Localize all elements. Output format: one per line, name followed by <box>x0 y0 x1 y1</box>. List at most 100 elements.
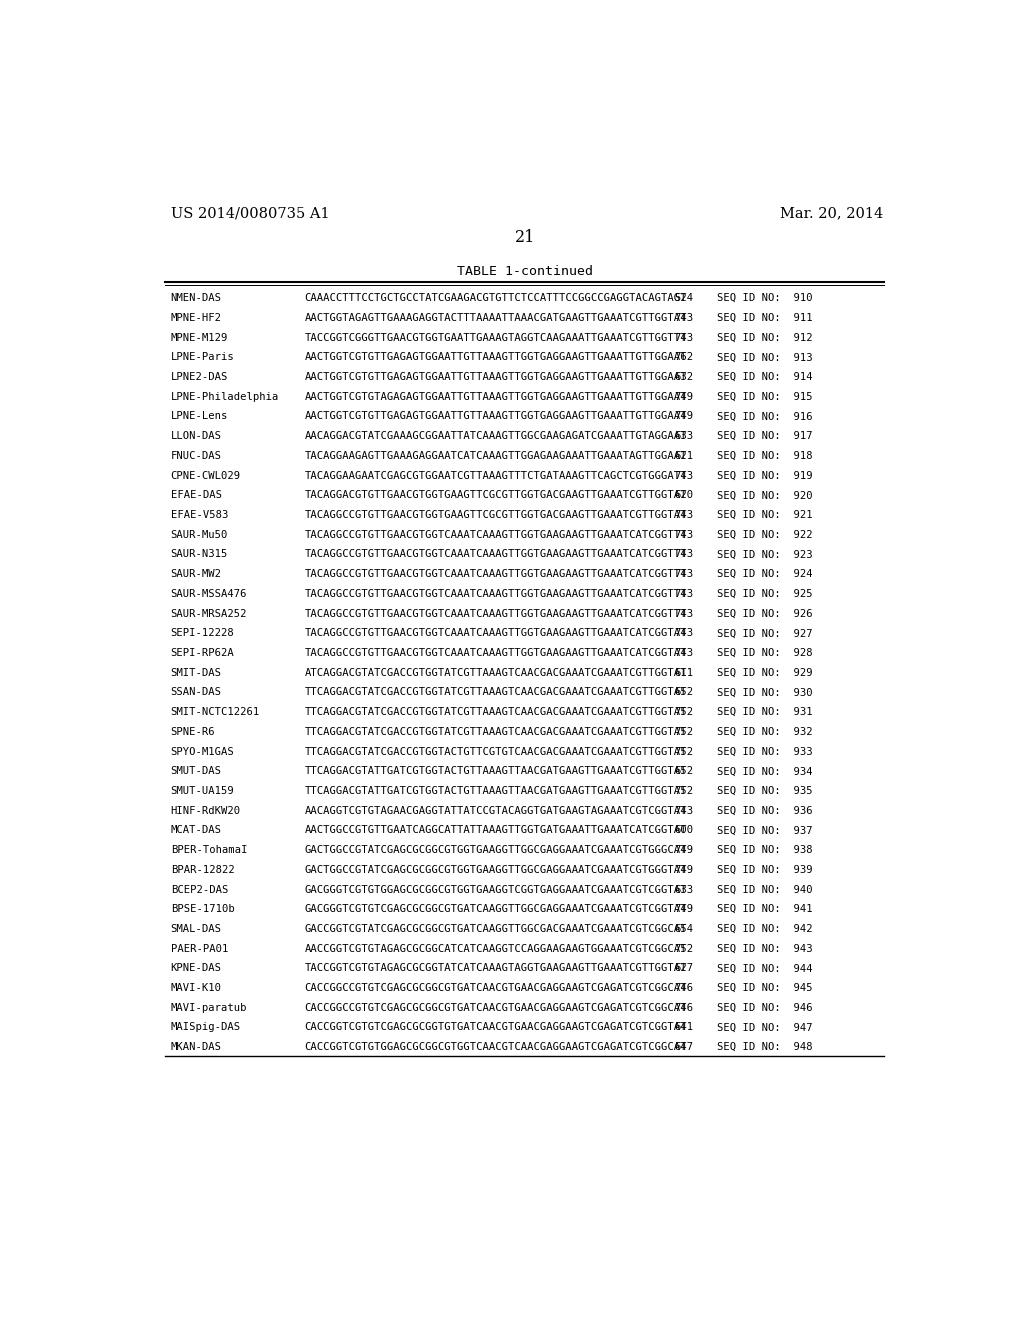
Text: TACAGGACGTGTTGAACGTGGTGAAGTTCGCGTTGGTGACGAAGTTGAAATCGTTGGTAT: TACAGGACGTGTTGAACGTGGTGAAGTTCGCGTTGGTGAC… <box>305 490 687 500</box>
Text: SEQ ID NO:  917: SEQ ID NO: 917 <box>717 432 813 441</box>
Text: 743: 743 <box>675 529 693 540</box>
Text: 743: 743 <box>675 609 693 619</box>
Text: TTCAGGACGTATCGACCGTGGTATCGTTAAAGTCAACGACGAAATCGAAATCGTTGGTAT: TTCAGGACGTATCGACCGTGGTATCGTTAAAGTCAACGAC… <box>305 708 687 717</box>
Text: TTCAGGACGTATCGACCGTGGTATCGTTAAAGTCAACGACGAAATCGAAATCGTTGGTAT: TTCAGGACGTATCGACCGTGGTATCGTTAAAGTCAACGAC… <box>305 688 687 697</box>
Text: 752: 752 <box>675 727 693 737</box>
Text: 654: 654 <box>675 924 693 935</box>
Text: TACAGGCCGTGTTGAACGTGGTCAAATCAAAGTTGGTGAAGAAGTTGAAATCATCGGTTT: TACAGGCCGTGTTGAACGTGGTCAAATCAAAGTTGGTGAA… <box>305 549 687 560</box>
Text: TACAGGCCGTGTTGAACGTGGTCAAATCAAAGTTGGTGAAGAAGTTGAAATCATCGGTTT: TACAGGCCGTGTTGAACGTGGTCAAATCAAAGTTGGTGAA… <box>305 609 687 619</box>
Text: SEQ ID NO:  918: SEQ ID NO: 918 <box>717 451 813 461</box>
Text: TACAGGCCGTGTTGAACGTGGTCAAATCAAAGTTGGTGAAGAAGTTGAAATCATCGGTAT: TACAGGCCGTGTTGAACGTGGTCAAATCAAAGTTGGTGAA… <box>305 648 687 657</box>
Text: SEQ ID NO:  947: SEQ ID NO: 947 <box>717 1023 813 1032</box>
Text: 743: 743 <box>675 333 693 343</box>
Text: TTCAGGACGTATCGACCGTGGTACTGTTCGTGTCAACGACGAAATCGAAATCGTTGGTAT: TTCAGGACGTATCGACCGTGGTACTGTTCGTGTCAACGAC… <box>305 747 687 756</box>
Text: SEQ ID NO:  919: SEQ ID NO: 919 <box>717 470 813 480</box>
Text: MAISpig-DAS: MAISpig-DAS <box>171 1023 241 1032</box>
Text: 600: 600 <box>675 825 693 836</box>
Text: SEQ ID NO:  945: SEQ ID NO: 945 <box>717 983 813 993</box>
Text: SPYO-M1GAS: SPYO-M1GAS <box>171 747 234 756</box>
Text: SEQ ID NO:  925: SEQ ID NO: 925 <box>717 589 813 599</box>
Text: SAUR-MW2: SAUR-MW2 <box>171 569 221 579</box>
Text: HINF-RdKW20: HINF-RdKW20 <box>171 805 241 816</box>
Text: CPNE-CWL029: CPNE-CWL029 <box>171 470 241 480</box>
Text: 762: 762 <box>675 352 693 362</box>
Text: SMIT-NCTC12261: SMIT-NCTC12261 <box>171 708 260 717</box>
Text: 524: 524 <box>675 293 693 304</box>
Text: 743: 743 <box>675 569 693 579</box>
Text: MAVI-paratub: MAVI-paratub <box>171 1003 247 1012</box>
Text: AACTGGTCGTGTTGAGAGTGGAATTGTTAAAGTTGGTGAGGAAGTTGAAATTGTTGGAAT: AACTGGTCGTGTTGAGAGTGGAATTGTTAAAGTTGGTGAG… <box>305 372 687 381</box>
Text: SEQ ID NO:  928: SEQ ID NO: 928 <box>717 648 813 657</box>
Text: BPSE-1710b: BPSE-1710b <box>171 904 234 915</box>
Text: LPNE2-DAS: LPNE2-DAS <box>171 372 228 381</box>
Text: SMUT-DAS: SMUT-DAS <box>171 766 221 776</box>
Text: SMUT-UA159: SMUT-UA159 <box>171 785 234 796</box>
Text: 749: 749 <box>675 392 693 401</box>
Text: TTCAGGACGTATCGACCGTGGTATCGTTAAAGTCAACGACGAAATCGAAATCGTTGGTAT: TTCAGGACGTATCGACCGTGGTATCGTTAAAGTCAACGAC… <box>305 727 687 737</box>
Text: EFAE-V583: EFAE-V583 <box>171 510 228 520</box>
Text: LPNE-Philadelphia: LPNE-Philadelphia <box>171 392 279 401</box>
Text: 620: 620 <box>675 490 693 500</box>
Text: SEQ ID NO:  935: SEQ ID NO: 935 <box>717 785 813 796</box>
Text: CACCGGCCGTGTCGAGCGCGGCGTGATCAACGTGAACGAGGAAGTCGAGATCGTCGGCAT: CACCGGCCGTGTCGAGCGCGGCGTGATCAACGTGAACGAG… <box>305 1003 687 1012</box>
Text: SEQ ID NO:  932: SEQ ID NO: 932 <box>717 727 813 737</box>
Text: BPER-TohamaI: BPER-TohamaI <box>171 845 247 855</box>
Text: SEQ ID NO:  930: SEQ ID NO: 930 <box>717 688 813 697</box>
Text: 647: 647 <box>675 1043 693 1052</box>
Text: TTCAGGACGTATTGATCGTGGTACTGTTAAAGTTAACGATGAAGTTGAAATCGTTGGTAT: TTCAGGACGTATTGATCGTGGTACTGTTAAAGTTAACGAT… <box>305 785 687 796</box>
Text: 611: 611 <box>675 668 693 677</box>
Text: SPNE-R6: SPNE-R6 <box>171 727 215 737</box>
Text: SEQ ID NO:  922: SEQ ID NO: 922 <box>717 529 813 540</box>
Text: 746: 746 <box>675 1003 693 1012</box>
Text: AACCGGTCGTGTAGAGCGCGGCATCATCAAGGTCCAGGAAGAAGTGGAAATCGTCGGCAT: AACCGGTCGTGTAGAGCGCGGCATCATCAAGGTCCAGGAA… <box>305 944 687 953</box>
Text: SEQ ID NO:  923: SEQ ID NO: 923 <box>717 549 813 560</box>
Text: 633: 633 <box>675 884 693 895</box>
Text: SAUR-Mu50: SAUR-Mu50 <box>171 529 228 540</box>
Text: 752: 752 <box>675 944 693 953</box>
Text: SMAL-DAS: SMAL-DAS <box>171 924 221 935</box>
Text: NMEN-DAS: NMEN-DAS <box>171 293 221 304</box>
Text: SEQ ID NO:  941: SEQ ID NO: 941 <box>717 904 813 915</box>
Text: CACCGGTCGTGTCGAGCGCGGTGTGATCAACGTGAACGAGGAAGTCGAGATCGTCGGTAT: CACCGGTCGTGTCGAGCGCGGTGTGATCAACGTGAACGAG… <box>305 1023 687 1032</box>
Text: GACTGGCCGTATCGAGCGCGGCGTGGTGAAGGTTGGCGAGGAAATCGAAATCGTGGGTAT: GACTGGCCGTATCGAGCGCGGCGTGGTGAAGGTTGGCGAG… <box>305 865 687 875</box>
Text: TACAGGAAGAATCGAGCGTGGAATCGTTAAAGTTTCTGATAAAGTTCAGCTCGTGGGATT: TACAGGAAGAATCGAGCGTGGAATCGTTAAAGTTTCTGAT… <box>305 470 687 480</box>
Text: SEQ ID NO:  936: SEQ ID NO: 936 <box>717 805 813 816</box>
Text: PAER-PA01: PAER-PA01 <box>171 944 228 953</box>
Text: SEQ ID NO:  912: SEQ ID NO: 912 <box>717 333 813 343</box>
Text: TACCGGTCGGGTTGAACGTGGTGAATTGAAAGTAGGTCAAGAAATTGAAATCGTTGGTTT: TACCGGTCGGGTTGAACGTGGTGAATTGAAAGTAGGTCAA… <box>305 333 687 343</box>
Text: 752: 752 <box>675 747 693 756</box>
Text: GACTGGCCGTATCGAGCGCGGCGTGGTGAAGGTTGGCGAGGAAATCGAAATCGTGGGCAT: GACTGGCCGTATCGAGCGCGGCGTGGTGAAGGTTGGCGAG… <box>305 845 687 855</box>
Text: ATCAGGACGTATCGACCGTGGTATCGTTAAAGTCAACGACGAAATCGAAATCGTTGGTAT: ATCAGGACGTATCGACCGTGGTATCGTTAAAGTCAACGAC… <box>305 668 687 677</box>
Text: 752: 752 <box>675 708 693 717</box>
Text: LPNE-Lens: LPNE-Lens <box>171 412 228 421</box>
Text: 746: 746 <box>675 983 693 993</box>
Text: SEQ ID NO:  943: SEQ ID NO: 943 <box>717 944 813 953</box>
Text: SEQ ID NO:  946: SEQ ID NO: 946 <box>717 1003 813 1012</box>
Text: FNUC-DAS: FNUC-DAS <box>171 451 221 461</box>
Text: US 2014/0080735 A1: US 2014/0080735 A1 <box>171 206 330 220</box>
Text: SEQ ID NO:  911: SEQ ID NO: 911 <box>717 313 813 323</box>
Text: SEQ ID NO:  916: SEQ ID NO: 916 <box>717 412 813 421</box>
Text: CACCGGTCGTGTGGAGCGCGGCGTGGTCAACGTCAACGAGGAAGTCGAGATCGTCGGCAT: CACCGGTCGTGTGGAGCGCGGCGTGGTCAACGTCAACGAG… <box>305 1043 687 1052</box>
Text: SEQ ID NO:  924: SEQ ID NO: 924 <box>717 569 813 579</box>
Text: AACTGGTCGTGTTGAGAGTGGAATTGTTAAAGTTGGTGAGGAAGTTGAAATTGTTGGAAT: AACTGGTCGTGTTGAGAGTGGAATTGTTAAAGTTGGTGAG… <box>305 412 687 421</box>
Text: SEQ ID NO:  937: SEQ ID NO: 937 <box>717 825 813 836</box>
Text: SEQ ID NO:  915: SEQ ID NO: 915 <box>717 392 813 401</box>
Text: TABLE 1-continued: TABLE 1-continued <box>457 264 593 277</box>
Text: SEQ ID NO:  929: SEQ ID NO: 929 <box>717 668 813 677</box>
Text: CACCGGCCGTGTCGAGCGCGGCGTGATCAACGTGAACGAGGAAGTCGAGATCGTCGGCAT: CACCGGCCGTGTCGAGCGCGGCGTGATCAACGTGAACGAG… <box>305 983 687 993</box>
Text: 652: 652 <box>675 688 693 697</box>
Text: SEQ ID NO:  931: SEQ ID NO: 931 <box>717 708 813 717</box>
Text: SEQ ID NO:  933: SEQ ID NO: 933 <box>717 747 813 756</box>
Text: 632: 632 <box>675 372 693 381</box>
Text: TACAGGCCGTGTTGAACGTGGTCAAATCAAAGTTGGTGAAGAAGTTGAAATCATCGGTTT: TACAGGCCGTGTTGAACGTGGTCAAATCAAAGTTGGTGAA… <box>305 529 687 540</box>
Text: TTCAGGACGTATTGATCGTGGTACTGTTAAAGTTAACGATGAAGTTGAAATCGTTGGTAT: TTCAGGACGTATTGATCGTGGTACTGTTAAAGTTAACGAT… <box>305 766 687 776</box>
Text: GACGGGTCGTGTGGAGCGCGGCGTGGTGAAGGTCGGTGAGGAAATCGAAATCGTCGGTAT: GACGGGTCGTGTGGAGCGCGGCGTGGTGAAGGTCGGTGAG… <box>305 884 687 895</box>
Text: SEPI-RP62A: SEPI-RP62A <box>171 648 234 657</box>
Text: SAUR-MSSA476: SAUR-MSSA476 <box>171 589 247 599</box>
Text: 633: 633 <box>675 432 693 441</box>
Text: SEQ ID NO:  934: SEQ ID NO: 934 <box>717 766 813 776</box>
Text: 749: 749 <box>675 845 693 855</box>
Text: TACAGGCCGTGTTGAACGTGGTCAAATCAAAGTTGGTGAAGAAGTTGAAATCATCGGTAT: TACAGGCCGTGTTGAACGTGGTCAAATCAAAGTTGGTGAA… <box>305 628 687 639</box>
Text: 652: 652 <box>675 766 693 776</box>
